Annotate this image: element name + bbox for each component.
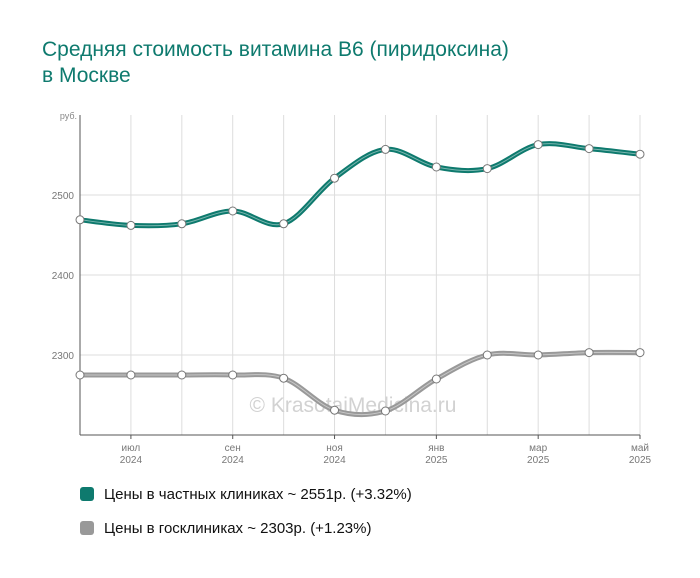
series-line-private [77, 141, 643, 229]
chart-title-line-2: в Москве [42, 64, 131, 87]
legend-label-private: Цены в частных клиниках ~ 2551р. (+3.32%… [104, 485, 412, 503]
data-point-public [75, 370, 85, 380]
y-axis-unit-label: руб. [60, 111, 77, 121]
x-tick-month-label: мар [529, 443, 547, 454]
data-point-private [584, 144, 594, 154]
y-tick-label: 2400 [52, 271, 75, 282]
line-chart: © KrasotaiMedicina.ru 230024002500руб.ию… [52, 111, 652, 466]
data-point-public [279, 373, 289, 383]
data-point-public [330, 405, 340, 415]
y-tick-label: 2500 [52, 191, 75, 202]
x-tick-month-label: ноя [326, 443, 343, 454]
data-point-private [533, 140, 543, 150]
data-point-public [584, 348, 594, 358]
chart-title-line-1: Средняя стоимость витамина B6 (пиридокси… [42, 38, 509, 61]
data-point-public [380, 406, 390, 416]
data-point-private [330, 173, 340, 183]
y-tick-label: 2300 [52, 351, 75, 362]
data-point-public [177, 370, 187, 380]
data-point-public [635, 348, 645, 358]
legend-swatch-private [80, 487, 94, 501]
data-point-public [228, 370, 238, 380]
axes-layer: 230024002500руб.июл2024сен2024ноя2024янв… [52, 111, 652, 466]
x-tick-month-label: янв [428, 443, 444, 454]
x-tick-year-label: 2024 [222, 455, 245, 466]
data-point-private [482, 164, 492, 174]
legend: Цены в частных клиниках ~ 2551р. (+3.32%… [80, 484, 412, 552]
x-tick-year-label: 2025 [527, 455, 550, 466]
legend-swatch-public [80, 521, 94, 535]
legend-label-public: Цены в госклиниках ~ 2303р. (+1.23%) [104, 519, 372, 537]
data-point-private [279, 219, 289, 229]
data-point-private [126, 220, 136, 230]
data-point-private [228, 206, 238, 216]
data-point-private [380, 144, 390, 154]
chart-title: Средняя стоимость витамина B6 (пиридокси… [42, 37, 509, 89]
legend-item-private[interactable]: Цены в частных клиниках ~ 2551р. (+3.32%… [80, 484, 412, 504]
grid-layer [79, 115, 641, 435]
data-point-public [431, 374, 441, 384]
x-tick-year-label: 2025 [629, 455, 652, 466]
x-tick-year-label: 2024 [120, 455, 143, 466]
x-tick-year-label: 2024 [323, 455, 346, 466]
data-point-public [482, 350, 492, 360]
series-line-highlight-private [79, 143, 641, 227]
data-point-private [177, 219, 187, 229]
legend-item-public[interactable]: Цены в госклиниках ~ 2303р. (+1.23%) [80, 518, 412, 538]
data-point-private [431, 162, 441, 172]
data-point-private [635, 149, 645, 159]
x-tick-month-label: июл [122, 443, 141, 454]
x-tick-month-label: май [631, 443, 649, 454]
data-point-public [533, 350, 543, 360]
data-point-public [126, 370, 136, 380]
x-tick-month-label: сен [225, 443, 241, 454]
series-layer [75, 140, 645, 418]
data-point-private [75, 215, 85, 225]
x-tick-year-label: 2025 [425, 455, 448, 466]
